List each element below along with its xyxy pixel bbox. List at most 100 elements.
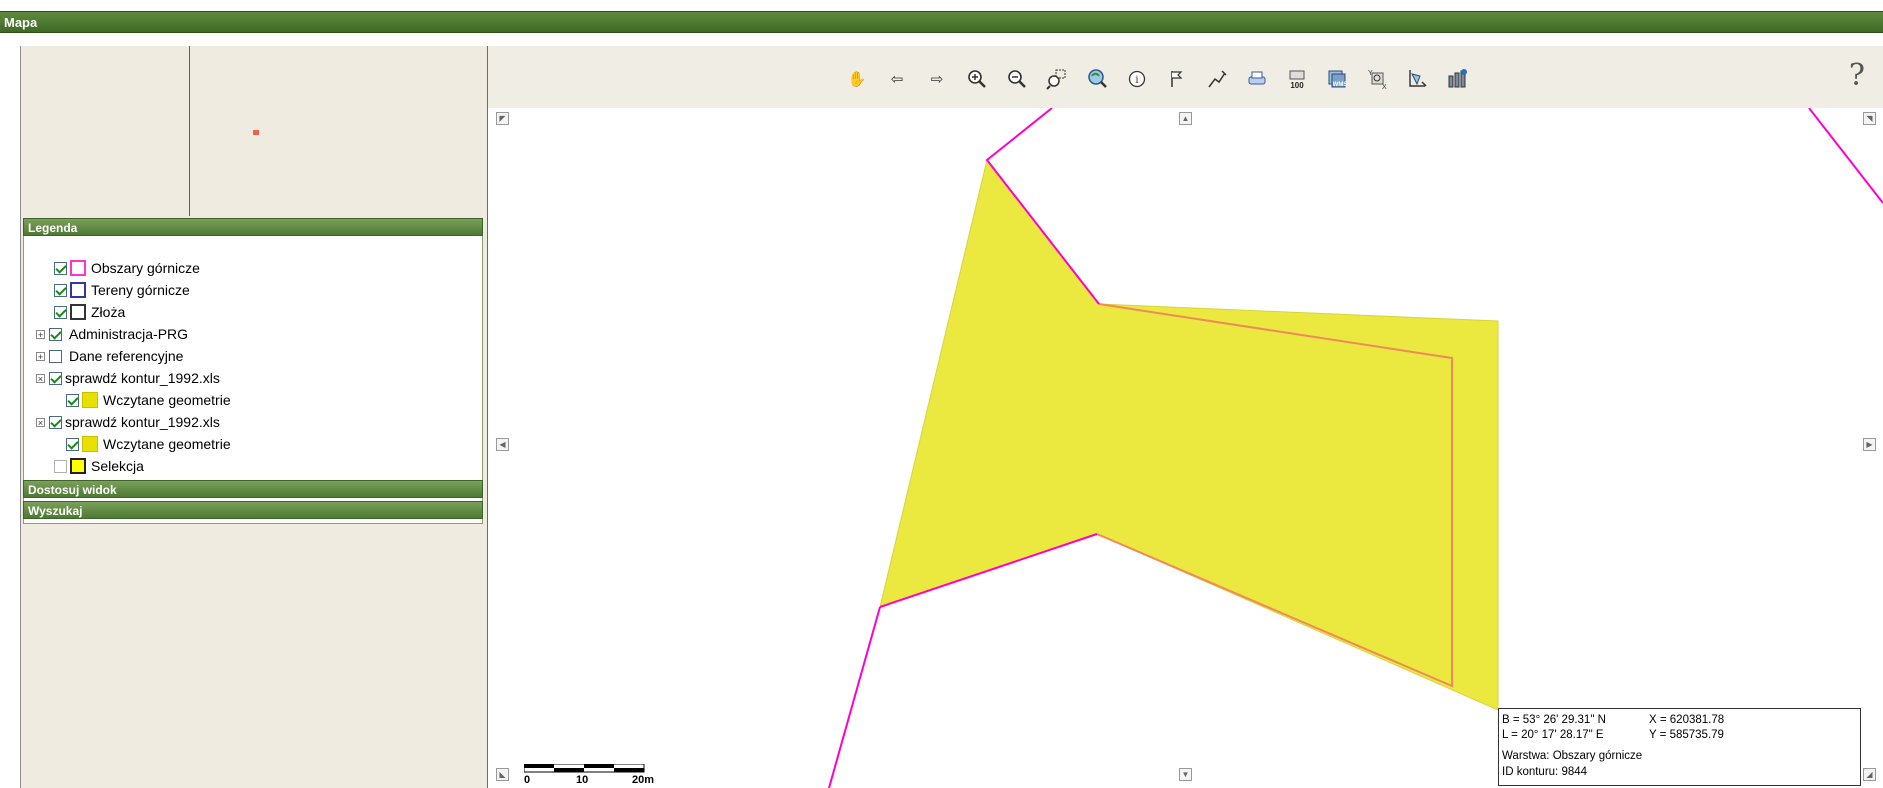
overview-boundary-line <box>189 46 190 216</box>
coordinate-info-box: B = 53° 26' 29.31" N X = 620381.78 L = 2… <box>1498 708 1861 786</box>
scale-label-20m: 20m <box>632 774 655 786</box>
pan-hand-icon[interactable]: ✋ <box>847 71 867 88</box>
checkbox-kontur-1[interactable] <box>49 371 62 385</box>
zoom-in-icon[interactable] <box>966 68 988 90</box>
expand-plus-icon[interactable]: + <box>36 329 45 340</box>
measure-icon[interactable] <box>1166 68 1188 90</box>
select-polygon-icon[interactable] <box>1406 68 1428 90</box>
left-panel: Legenda Obszary górnicze Tereny górnicze… <box>20 46 488 788</box>
search-section-header[interactable]: Wyszukaj <box>23 501 483 519</box>
print-icon[interactable] <box>1246 68 1268 90</box>
zoom-extent-icon[interactable] <box>1086 68 1108 90</box>
legend-item-tereny[interactable]: Tereny górnicze <box>54 280 190 300</box>
legend-label: Dane referencyjne <box>69 348 184 364</box>
longitude-readout: L = 20° 17' 28.17" E <box>1502 729 1604 741</box>
legend-label: Wczytane geometrie <box>103 436 231 452</box>
map-area: ✋ ⇦ ⇨ i 100 WMS <box>488 46 1883 788</box>
legend-group-dane[interactable]: + Dane referencyjne <box>36 346 183 366</box>
swatch-wczytane-1 <box>82 392 98 408</box>
swatch-wczytane-2 <box>82 436 98 452</box>
overview-location-marker <box>253 130 259 135</box>
legend-group-kontur-2[interactable]: × sprawdź kontur_1992.xls <box>36 412 220 432</box>
checkbox-selekcja[interactable] <box>54 459 67 473</box>
legend-label: Tereny górnicze <box>91 282 190 298</box>
scale-bar: 0 10 20m <box>524 764 654 788</box>
legend-group-kontur-1[interactable]: × sprawdź kontur_1992.xls <box>36 368 220 388</box>
boundary-line-top <box>985 108 1100 305</box>
pan-northeast-button[interactable]: ◥ <box>1863 112 1876 125</box>
remove-layer-icon[interactable]: × <box>36 417 45 428</box>
layer-name-readout: Warstwa: Obszary górnicze <box>1502 750 1643 762</box>
forward-arrow-icon[interactable]: ⇨ <box>930 71 944 88</box>
pan-north-button[interactable]: ▲ <box>1179 112 1192 125</box>
mining-area-outline <box>1096 303 1453 688</box>
legend-title: Legenda <box>28 221 78 235</box>
scale-label-10: 10 <box>576 774 589 786</box>
svg-text:100: 100 <box>1290 81 1304 90</box>
checkbox-kontur-2[interactable] <box>49 415 62 429</box>
legend-label: sprawdź kontur_1992.xls <box>65 370 220 386</box>
overview-map[interactable] <box>21 46 487 216</box>
back-arrow-icon[interactable]: ⇦ <box>890 71 904 88</box>
checkbox-obszary[interactable] <box>54 261 67 275</box>
map-canvas[interactable]: ◤ ▲ ◥ ◀ ▶ ◣ ▼ ◢ 0 10 20m B = 53° 26' 29.… <box>488 108 1883 788</box>
checkbox-wczytane-1[interactable] <box>66 393 79 407</box>
pan-east-button[interactable]: ▶ <box>1863 438 1876 451</box>
loaded-geometry-polygon <box>879 158 1499 711</box>
legend-label: sprawdź kontur_1992.xls <box>65 414 220 430</box>
help-button[interactable]: ? <box>1848 58 1865 93</box>
legend-item-wczytane-2[interactable]: Wczytane geometrie <box>66 434 231 454</box>
svg-text:WMS: WMS <box>1333 82 1348 88</box>
adjust-view-title: Dostosuj widok <box>28 483 117 497</box>
contour-id-readout: ID konturu: 9844 <box>1502 766 1588 778</box>
pan-northwest-button[interactable]: ◤ <box>496 112 509 125</box>
checkbox-administracja[interactable] <box>49 327 62 341</box>
legend-label: Obszary górnicze <box>91 260 200 276</box>
legend-label: Administracja-PRG <box>69 326 189 342</box>
pan-southeast-button[interactable]: ◢ <box>1863 768 1876 781</box>
checkbox-wczytane-2[interactable] <box>66 437 79 451</box>
legend-item-wczytane-1[interactable]: Wczytane geometrie <box>66 390 231 410</box>
map-svg <box>828 108 1883 788</box>
latitude-readout: B = 53° 26' 29.31" N <box>1502 714 1606 726</box>
boundary-line-left <box>828 606 881 788</box>
boundary-line-right <box>1808 108 1883 204</box>
x-coordinate-readout: X = 620381.78 <box>1649 714 1725 726</box>
checkbox-dane[interactable] <box>49 349 62 363</box>
legend-group-administracja[interactable]: + Administracja-PRG <box>36 324 188 344</box>
map-toolbar: ✋ ⇦ ⇨ i 100 WMS <box>488 46 1883 109</box>
window-title: Mapa <box>4 15 38 30</box>
svg-text:Y: Y <box>1368 70 1373 77</box>
legend-item-selekcja[interactable]: Selekcja <box>54 456 144 476</box>
pan-southwest-button[interactable]: ◣ <box>496 768 509 781</box>
draw-line-icon[interactable] <box>1206 68 1228 90</box>
legend-section-header[interactable]: Legenda <box>23 218 483 236</box>
layers-wms-icon[interactable]: WMS <box>1326 68 1348 90</box>
pan-south-button[interactable]: ▼ <box>1179 768 1192 781</box>
boundary-line-bottom <box>879 533 1098 608</box>
y-coordinate-readout: Y = 585735.79 <box>1649 729 1724 741</box>
legend-item-obszary[interactable]: Obszary górnicze <box>54 258 200 278</box>
swatch-selekcja <box>70 458 86 474</box>
zoom-out-icon[interactable] <box>1006 68 1028 90</box>
svg-text:X: X <box>1382 84 1387 90</box>
legend-label: Selekcja <box>91 458 144 474</box>
zoom-box-icon[interactable] <box>1046 68 1068 90</box>
swatch-tereny <box>70 282 86 298</box>
legend-item-zloza[interactable]: Złoża <box>54 302 125 322</box>
adjust-view-section-header[interactable]: Dostosuj widok <box>23 480 483 498</box>
checkbox-tereny[interactable] <box>54 283 67 297</box>
expand-plus-icon[interactable]: + <box>36 351 45 362</box>
properties-icon[interactable] <box>1446 68 1468 90</box>
svg-text:i: i <box>1135 75 1138 86</box>
checkbox-zloza[interactable] <box>54 305 67 319</box>
scale-100-icon[interactable]: 100 <box>1286 68 1308 90</box>
remove-layer-icon[interactable]: × <box>36 373 45 384</box>
swatch-zloza <box>70 304 86 320</box>
legend-panel: Obszary górnicze Tereny górnicze Złoża +… <box>23 236 483 524</box>
pan-west-button[interactable]: ◀ <box>496 438 509 451</box>
info-icon[interactable]: i <box>1126 68 1148 90</box>
search-title: Wyszukaj <box>28 504 83 518</box>
legend-label: Złoża <box>91 304 126 320</box>
